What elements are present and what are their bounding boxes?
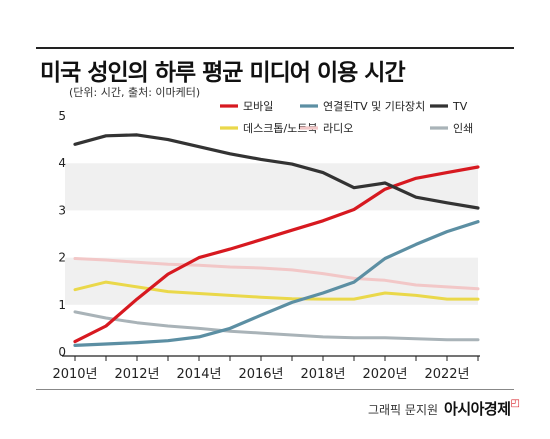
series-line xyxy=(73,165,480,344)
x-tick-label: 2016년 xyxy=(238,367,283,382)
credit-line: 그래픽 문지원 아시아경제◰ xyxy=(368,398,520,419)
legend-label: TV xyxy=(452,100,468,113)
legend-label: 라디오 xyxy=(323,122,353,135)
y-tick-label: 2 xyxy=(58,251,66,265)
legend-box xyxy=(212,95,474,141)
series-line xyxy=(73,220,480,347)
series-line xyxy=(73,133,480,210)
chart-title: 미국 성인의 하루 평균 미디어 이용 시간 xyxy=(40,60,406,86)
grid-band xyxy=(65,163,478,211)
y-tick-label: 5 xyxy=(58,109,66,123)
series-line xyxy=(73,310,480,342)
header-rule xyxy=(36,47,514,49)
series-line xyxy=(73,257,480,291)
legend-label: 연결된TV 및 기타장치 xyxy=(323,100,425,113)
graphic-credit: 그래픽 문지원 xyxy=(367,403,439,417)
x-tick-label: 2012년 xyxy=(114,367,159,382)
series-lines xyxy=(73,133,480,347)
logo-mark-icon: ◰ xyxy=(510,398,520,409)
x-tick-label: 2010년 xyxy=(52,367,97,382)
grid-bands xyxy=(65,116,478,352)
publisher-logo: 아시아경제 xyxy=(444,400,511,418)
x-tick-label: 2020년 xyxy=(362,367,407,382)
x-tick-label: 2022년 xyxy=(424,367,469,382)
series-line xyxy=(73,280,480,301)
grid-band xyxy=(65,210,478,258)
legend-label: 인쇄 xyxy=(453,122,473,135)
chart-legend: 모바일 연결된TV 및 기타장치 TV 데스크톱/노트북 라디오 인쇄 xyxy=(220,99,473,135)
y-tick-label: 1 xyxy=(58,298,66,312)
y-tick-label: 3 xyxy=(58,203,66,217)
x-axis: 2010년 2012년 2014년 2016년 2018년 2020년 2022년 xyxy=(52,355,480,382)
x-tick-label: 2018년 xyxy=(300,367,345,382)
footer-rule xyxy=(36,389,514,390)
chart-source-note: (단위: 시간, 출처: 이마케터) xyxy=(69,86,201,99)
y-axis-tick-labels: 0 1 2 3 4 5 xyxy=(58,109,66,359)
y-tick-label: 4 xyxy=(58,156,66,170)
x-tick-label: 2014년 xyxy=(176,367,221,382)
legend-label: 모바일 xyxy=(243,99,273,113)
legend-background xyxy=(212,95,474,141)
legend-label: 데스크톱/노트북 xyxy=(243,122,318,135)
y-tick-label: 0 xyxy=(58,345,66,359)
